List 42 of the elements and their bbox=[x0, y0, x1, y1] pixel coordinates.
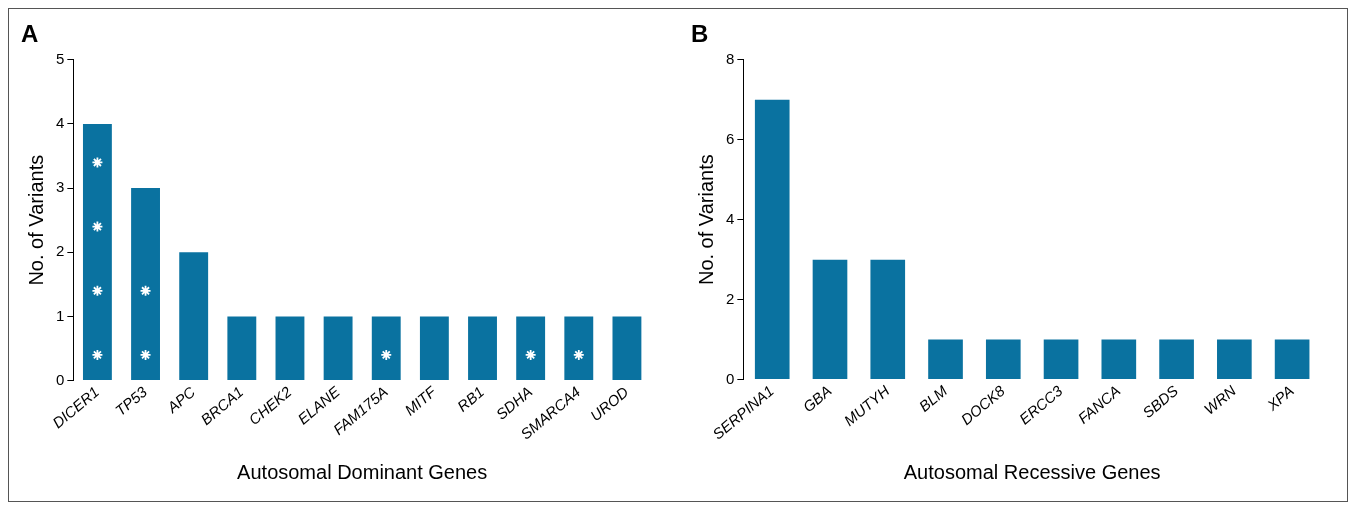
x-tick-label: GBA bbox=[799, 381, 835, 416]
bar bbox=[275, 316, 305, 381]
chart-title: B bbox=[691, 20, 709, 48]
bar bbox=[371, 316, 401, 381]
bar bbox=[468, 316, 497, 381]
x-axis-title: Autosomal Dominant Genes bbox=[237, 460, 488, 483]
y-tick-label: 2 bbox=[56, 242, 65, 260]
y-tick-label: 0 bbox=[56, 370, 65, 388]
bar bbox=[928, 339, 963, 380]
bar bbox=[870, 259, 906, 380]
y-tick-label: 0 bbox=[726, 369, 735, 387]
bar bbox=[985, 339, 1021, 380]
y-tick-label: 5 bbox=[56, 49, 65, 67]
y-tick-label: 4 bbox=[56, 114, 65, 132]
bar bbox=[612, 316, 642, 381]
y-axis-title: No. of Variants bbox=[24, 154, 47, 286]
bar bbox=[754, 99, 790, 380]
y-axis-title: No. of Variants bbox=[694, 154, 717, 286]
bar bbox=[82, 123, 112, 381]
bar bbox=[323, 316, 353, 381]
x-tick-label: XPA bbox=[1262, 381, 1297, 415]
bar bbox=[1043, 339, 1079, 380]
bar bbox=[131, 188, 160, 381]
y-tick-label: 4 bbox=[726, 209, 735, 227]
y-tick-label: 3 bbox=[56, 178, 65, 196]
bar bbox=[1101, 339, 1137, 380]
chart-title: A bbox=[21, 20, 39, 48]
bar bbox=[516, 316, 546, 381]
bar bbox=[812, 259, 848, 380]
bar bbox=[1217, 339, 1252, 380]
x-axis-title: Autosomal Recessive Genes bbox=[903, 460, 1161, 483]
y-tick-label: 2 bbox=[726, 289, 735, 307]
bar bbox=[179, 252, 209, 381]
x-tick-label: RB1 bbox=[453, 382, 488, 415]
bar bbox=[227, 316, 257, 381]
bar bbox=[419, 316, 449, 381]
y-tick-label: 1 bbox=[56, 306, 65, 324]
bar bbox=[1274, 339, 1310, 380]
bar bbox=[564, 316, 594, 381]
y-tick-label: 8 bbox=[726, 49, 735, 67]
y-tick-label: 6 bbox=[726, 129, 735, 147]
bar bbox=[1159, 339, 1194, 380]
